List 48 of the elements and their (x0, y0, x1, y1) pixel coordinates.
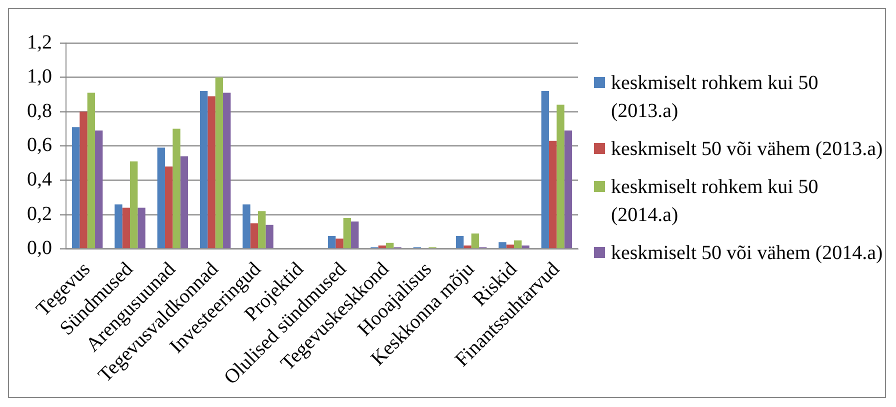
bar (506, 244, 514, 248)
bar (164, 166, 173, 248)
bar (328, 236, 336, 248)
bar (343, 218, 352, 248)
bar (200, 91, 208, 248)
y-tick-label: 0,2 (27, 202, 52, 225)
bar (522, 246, 530, 248)
bar (258, 211, 266, 248)
bar (564, 130, 572, 248)
bar (336, 238, 344, 248)
bar (87, 92, 96, 248)
bar (351, 221, 359, 248)
bar (223, 92, 231, 248)
bar (215, 77, 224, 248)
bar (548, 140, 557, 248)
bar (130, 161, 138, 248)
legend-label: keskmiselt 50 või vähem (2013.a) (611, 137, 883, 162)
bar (172, 128, 180, 248)
bar (514, 240, 522, 248)
bar (386, 242, 394, 248)
bar (80, 112, 88, 248)
bar (208, 96, 216, 248)
bar (95, 130, 103, 248)
y-tick-label: 1,0 (27, 66, 52, 88)
bar (250, 223, 258, 248)
bar (498, 242, 506, 248)
bar (180, 156, 188, 248)
bar (266, 224, 274, 248)
bar (378, 246, 386, 248)
y-tick-label: 1,2 (27, 31, 52, 54)
bar (114, 204, 122, 248)
y-tick-label: 0,6 (27, 134, 52, 156)
y-tick-label: 0,8 (27, 100, 52, 122)
bar (456, 236, 464, 248)
bar (541, 91, 549, 248)
bar (72, 127, 80, 248)
legend-label: keskmiselt 50 või vähem (2014.a) (611, 241, 883, 266)
y-tick-label: 0,0 (27, 237, 52, 260)
bar (122, 208, 130, 248)
bar (471, 233, 480, 248)
legend-label: keskmiselt rohkem kui 50 (2014.a) (611, 175, 820, 228)
bar (138, 208, 146, 248)
bar (464, 246, 472, 248)
y-tick-label: 0,4 (27, 168, 52, 191)
bar (556, 104, 564, 248)
bar (157, 148, 165, 248)
legend-label: keskmiselt rohkem kui 50 (2013.a) (611, 71, 820, 124)
bar (242, 204, 250, 248)
